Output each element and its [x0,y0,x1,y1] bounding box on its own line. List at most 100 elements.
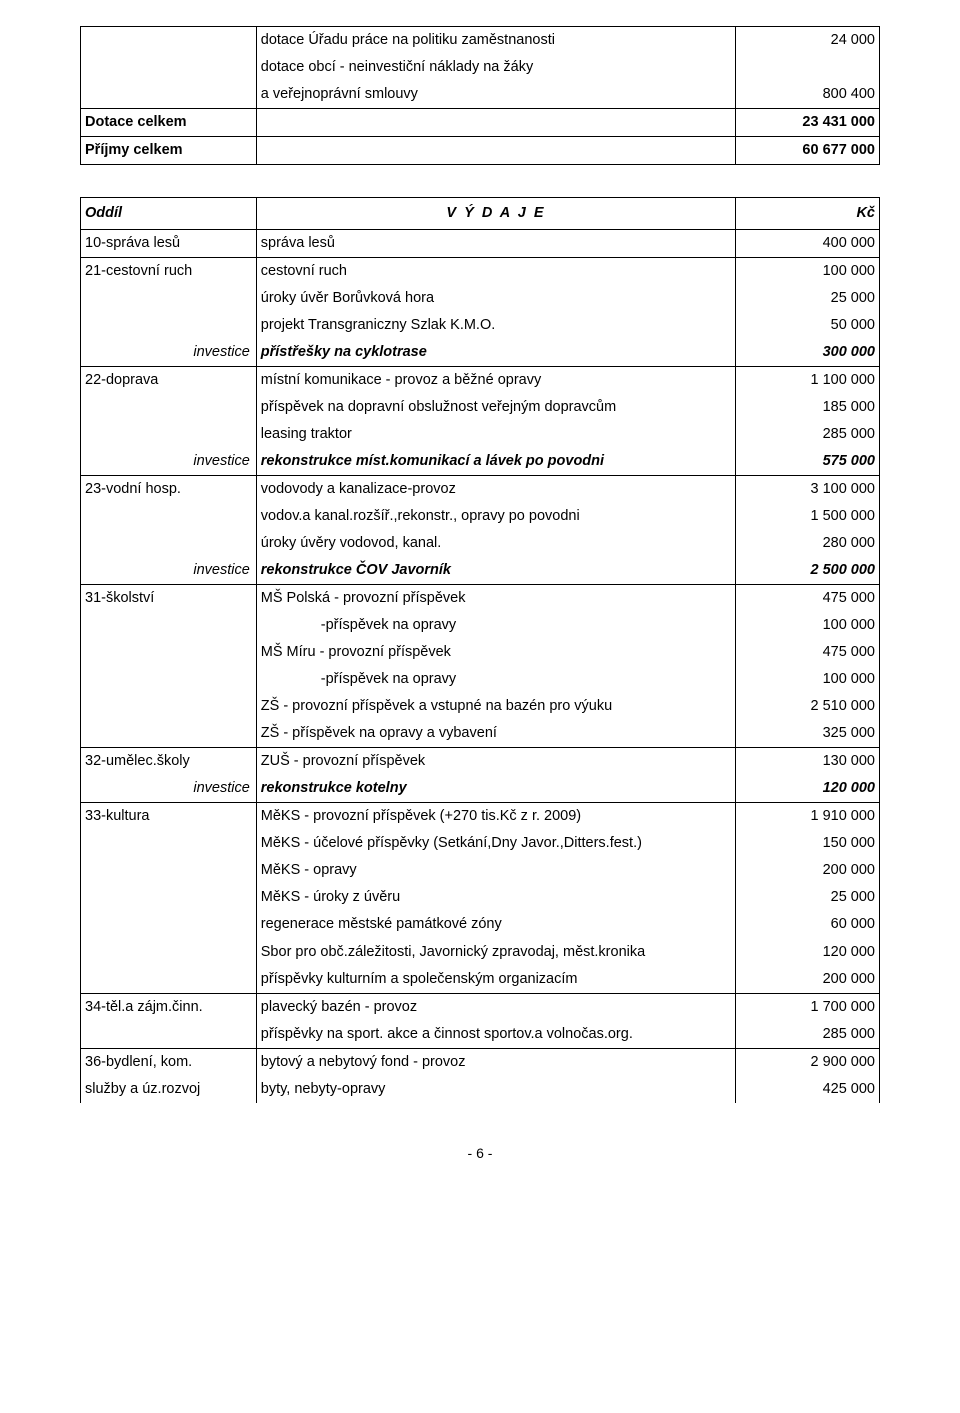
table-row-amount: 575 000 [736,448,880,476]
table-row-amount: 185 000 [736,394,880,421]
table-row-section: 10-správa lesů [81,230,257,258]
table-row-desc: rekonstrukce kotelny [256,775,735,803]
table-row-section: 32-umělec.školy [81,748,257,776]
table-row-amount: 2 510 000 [736,693,880,720]
table-row-desc: ZŠ - provozní příspěvek a vstupné na baz… [256,693,735,720]
table-row-section [81,285,257,312]
dotace-celkem-mid [256,109,735,137]
table-row-section: 33-kultura [81,803,257,831]
table-row-section [81,666,257,693]
table-row-section [81,312,257,339]
top-value-1: 24 000 [736,27,880,55]
table-row-desc: MŠ Polská - provozní příspěvek [256,585,735,613]
table-row-section [81,720,257,748]
table-row-desc: MěKS - opravy [256,857,735,884]
head-oddil: Oddíl [81,198,257,230]
table-row-desc: vodovody a kanalizace-provoz [256,476,735,504]
table-row-section: 36-bydlení, kom. [81,1048,257,1076]
table-row-amount: 100 000 [736,666,880,693]
table-row-amount: 2 900 000 [736,1048,880,1076]
table-row-section [81,612,257,639]
top-empty-cell [81,27,257,109]
table-row-amount: 475 000 [736,585,880,613]
table-row-amount: 2 500 000 [736,557,880,585]
table-row-section: investice [81,775,257,803]
table-row-amount: 100 000 [736,258,880,286]
table-row-section [81,884,257,911]
table-row-section: 21-cestovní ruch [81,258,257,286]
table-row-amount: 200 000 [736,857,880,884]
table-row-desc: příspěvky kulturním a společenským organ… [256,966,735,994]
table-row-section: investice [81,448,257,476]
table-row-amount: 300 000 [736,339,880,367]
table-row-section [81,530,257,557]
table-row-desc: místní komunikace - provoz a běžné oprav… [256,367,735,395]
table-row-amount: 200 000 [736,966,880,994]
table-row-desc: správa lesů [256,230,735,258]
table-row-section [81,830,257,857]
head-kc: Kč [736,198,880,230]
table-row-section [81,1021,257,1049]
table-row-desc: leasing traktor [256,421,735,448]
table-row-section: 23-vodní hosp. [81,476,257,504]
table-row-amount: 120 000 [736,939,880,966]
table-row-amount: 3 100 000 [736,476,880,504]
table-row-amount: 425 000 [736,1076,880,1103]
table-row-desc: příspěvek na dopravní obslužnost veřejný… [256,394,735,421]
table-row-amount: 1 100 000 [736,367,880,395]
table-row-section: služby a úz.rozvoj [81,1076,257,1103]
table-row-desc: úroky úvěr Borůvková hora [256,285,735,312]
table-row-section: investice [81,557,257,585]
prijmy-celkem-value: 60 677 000 [736,137,880,165]
table-row-desc: ZUŠ - provozní příspěvek [256,748,735,776]
table-row-desc: vodov.a kanal.rozšíř.,rekonstr., opravy … [256,503,735,530]
page-number: - 6 - [80,1143,880,1163]
table-row-amount: 150 000 [736,830,880,857]
dotace-celkem-value: 23 431 000 [736,109,880,137]
table-row-amount: 1 910 000 [736,803,880,831]
head-vydaje: V Ý D A J E [256,198,735,230]
table-row-amount: 25 000 [736,285,880,312]
table-row-desc: plavecký bazén - provoz [256,993,735,1021]
table-row-desc: rekonstrukce míst.komunikací a lávek po … [256,448,735,476]
top-line-2: dotace obcí - neinvestiční náklady na žá… [256,54,735,81]
table-row-amount: 285 000 [736,1021,880,1049]
expenses-table: Oddíl V Ý D A J E Kč 10-správa lesůspráv… [80,197,880,1103]
table-row-desc: úroky úvěry vodovod, kanal. [256,530,735,557]
table-row-amount: 475 000 [736,639,880,666]
table-row-section [81,639,257,666]
table-row-section: investice [81,339,257,367]
table-row-desc: -příspěvek na opravy [256,666,735,693]
top-summary-table: dotace Úřadu práce na politiku zaměstnan… [80,26,880,165]
table-row-section [81,966,257,994]
spacer [80,165,880,197]
table-row-desc: ZŠ - příspěvek na opravy a vybavení [256,720,735,748]
table-row-amount: 100 000 [736,612,880,639]
table-row-section: 31-školství [81,585,257,613]
top-value-2 [736,54,880,81]
prijmy-celkem-mid [256,137,735,165]
table-row-desc: MěKS - účelové příspěvky (Setkání,Dny Ja… [256,830,735,857]
table-row-amount: 325 000 [736,720,880,748]
table-row-desc: MěKS - provozní příspěvek (+270 tis.Kč z… [256,803,735,831]
table-row-amount: 400 000 [736,230,880,258]
table-row-amount: 25 000 [736,884,880,911]
table-row-section [81,693,257,720]
table-row-desc: MěKS - úroky z úvěru [256,884,735,911]
table-row-amount: 1 500 000 [736,503,880,530]
table-row-amount: 285 000 [736,421,880,448]
table-row-section: 22-doprava [81,367,257,395]
top-value-3: 800 400 [736,81,880,109]
table-row-desc: přístřešky na cyklotrase [256,339,735,367]
table-row-amount: 130 000 [736,748,880,776]
table-row-desc: příspěvky na sport. akce a činnost sport… [256,1021,735,1049]
table-row-desc: rekonstrukce ČOV Javorník [256,557,735,585]
table-row-desc: cestovní ruch [256,258,735,286]
table-row-section [81,394,257,421]
table-row-section [81,421,257,448]
top-line-3: a veřejnoprávní smlouvy [256,81,735,109]
dotace-celkem-label: Dotace celkem [81,109,257,137]
table-row-section [81,939,257,966]
table-row-amount: 280 000 [736,530,880,557]
table-row-desc: byty, nebyty-opravy [256,1076,735,1103]
